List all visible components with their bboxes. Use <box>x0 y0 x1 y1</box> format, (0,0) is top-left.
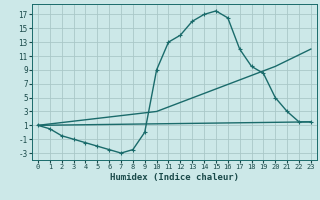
X-axis label: Humidex (Indice chaleur): Humidex (Indice chaleur) <box>110 173 239 182</box>
